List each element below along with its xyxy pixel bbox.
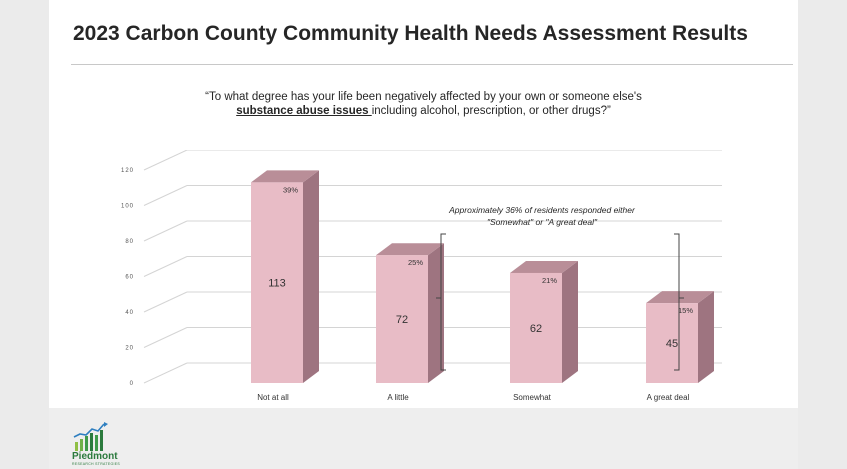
bar-side [698,291,714,383]
x-tick-label: A great deal [647,393,690,402]
gridline-diagonal [143,150,188,171]
bar-top [646,291,714,304]
gridline-diagonal [143,256,188,277]
gridline-diagonal [143,327,188,348]
survey-question: “To what degree has your life been negat… [49,90,798,118]
y-tick-label: 0 [130,381,134,387]
bar [646,303,698,383]
percent-label: 15% [678,306,693,315]
data-label: 62 [530,323,542,335]
data-label: 45 [666,338,678,350]
slide-title: 2023 Carbon County Community Health Need… [73,22,748,45]
bar-top [376,243,444,256]
title-divider [71,64,793,65]
y-tick-label: 60 [125,275,134,281]
logo-subtitle: RESEARCH STRATEGIES [72,462,121,466]
question-emphasis: substance abuse issues [236,105,372,117]
bracket-left [440,233,446,371]
piedmont-logo: Piedmont RESEARCH STRATEGIES [71,420,123,466]
y-tick-label: 20 [125,346,134,352]
x-tick-label: Not at all [257,393,289,402]
logo-name: Piedmont [72,451,118,462]
gridline-diagonal [143,220,188,242]
x-tick-label: A little [387,393,409,402]
y-tick-label: 120 [121,168,134,174]
bracket-right [674,233,680,371]
data-label: 113 [268,278,286,290]
question-line-1: “To what degree has your life been negat… [205,91,642,103]
bar [376,255,428,383]
gridline-diagonal [143,362,188,384]
y-tick-label: 100 [121,204,134,210]
percent-label: 39% [283,185,298,194]
percent-label: 21% [542,276,557,285]
bar [251,182,303,383]
question-line-2: substance abuse issues including alcohol… [49,104,798,118]
slide: 2023 Carbon County Community Health Need… [49,0,798,469]
bar-chart: 0 20 40 60 80 100 120 113 39% Not at all 72 25% A li… [121,150,722,402]
x-tick-label: Somewhat [513,393,552,402]
annotation: Approximately 36% of residents responded… [448,205,636,227]
y-tick-label: 40 [125,310,134,316]
gridline-diagonal [143,291,188,313]
gridline-diagonal [143,185,188,206]
bar [510,272,562,383]
y-tick-label: 80 [125,239,134,245]
bar-top [510,260,578,273]
bar-side [303,170,319,383]
footer-bar: Piedmont RESEARCH STRATEGIES [49,408,798,469]
logo-bars-icon [73,422,108,451]
bar-side [562,260,578,383]
data-label: 72 [396,314,408,326]
percent-label: 25% [408,258,423,267]
question-line-2-rest: including alcohol, prescription, or othe… [371,105,611,117]
bar-top [251,170,319,183]
bar-side [428,243,444,383]
